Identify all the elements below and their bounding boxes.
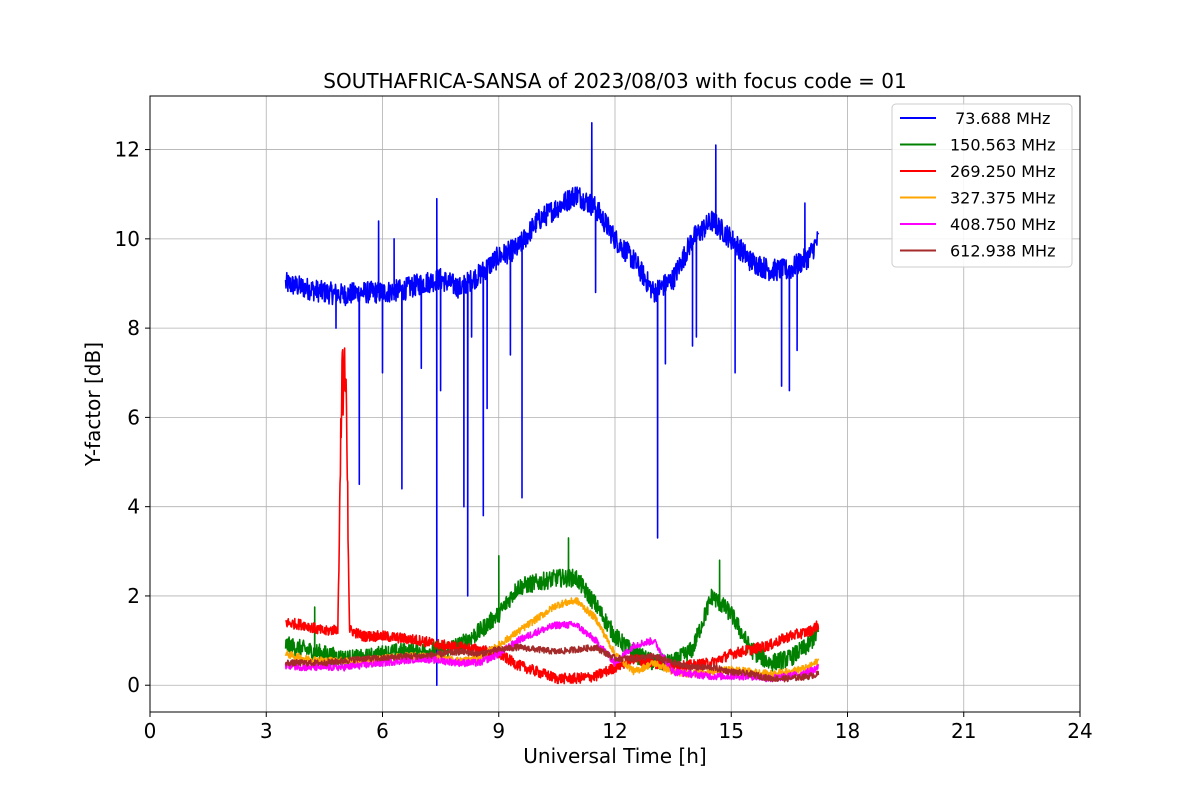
series-line-2 <box>285 347 820 685</box>
series-line-5 <box>284 643 820 683</box>
y-tick-label: 6 <box>127 405 140 429</box>
y-tick-label: 2 <box>127 584 140 608</box>
x-tick-label: 18 <box>835 719 860 743</box>
legend-label-1: 150.563 MHz <box>950 136 1055 155</box>
y-tick-label: 4 <box>127 495 140 519</box>
x-tick-label: 21 <box>951 719 976 743</box>
x-tick-label: 9 <box>492 719 505 743</box>
series-1 <box>284 537 820 672</box>
x-tick-label: 15 <box>719 719 744 743</box>
y-tick-label: 0 <box>127 673 140 697</box>
legend-label-5: 612.938 MHz <box>950 242 1055 261</box>
y-tick-label: 8 <box>127 316 140 340</box>
series-4 <box>284 620 819 683</box>
legend-box <box>891 103 1073 268</box>
series-5 <box>284 643 820 683</box>
series-line-4 <box>284 620 819 683</box>
y-tick-label: 12 <box>115 138 140 162</box>
x-tick-label: 3 <box>260 719 273 743</box>
series-line-1 <box>284 537 820 672</box>
x-tick-label: 12 <box>602 719 627 743</box>
series-line-0 <box>284 122 820 686</box>
chart-title: SOUTHAFRICA-SANSA of 2023/08/03 with foc… <box>323 69 907 93</box>
x-axis-label: Universal Time [h] <box>523 744 706 768</box>
legend-label-3: 327.375 MHz <box>950 189 1055 208</box>
legend-label-0: 73.688 MHz <box>950 109 1050 128</box>
y-axis-label: Y-factor [dB] <box>81 342 105 467</box>
legend-label-2: 269.250 MHz <box>950 162 1055 181</box>
series-2 <box>285 347 820 685</box>
series-layer <box>284 122 820 686</box>
y-tick-label: 10 <box>115 227 140 251</box>
x-tick-label: 24 <box>1067 719 1092 743</box>
legend: 73.688 MHz 150.563 MHz 269.250 MHz 327.375 … <box>891 103 1073 268</box>
x-tick-label: 0 <box>144 719 157 743</box>
series-0 <box>284 122 820 686</box>
x-tick-label: 6 <box>376 719 389 743</box>
legend-label-4: 408.750 MHz <box>950 215 1055 234</box>
